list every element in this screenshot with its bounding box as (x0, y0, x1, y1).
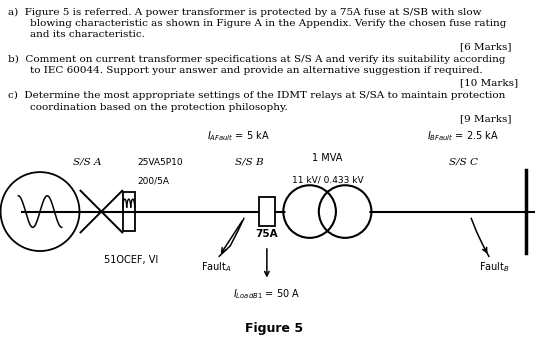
Text: [9 Marks]: [9 Marks] (460, 114, 512, 123)
Text: $I_{AFault}$ = 5 kA: $I_{AFault}$ = 5 kA (207, 129, 270, 143)
Ellipse shape (321, 187, 369, 236)
Bar (259, 197, 275, 226)
Text: [6 Marks]: [6 Marks] (460, 42, 512, 51)
Text: $I_{LoadB1}$ = 50 A: $I_{LoadB1}$ = 50 A (233, 287, 300, 301)
Text: 1 MVA: 1 MVA (312, 153, 342, 163)
Text: Figure 5: Figure 5 (245, 322, 303, 335)
Text: a)  Figure 5 is referred. A power transformer is protected by a 75A fuse at S/SB: a) Figure 5 is referred. A power transfo… (8, 8, 482, 17)
Bar (123, 192, 135, 231)
Text: to IEC 60044. Support your answer and provide an alternative suggestion if requi: to IEC 60044. Support your answer and pr… (30, 66, 483, 75)
Text: 11 kV/ 0.433 kV: 11 kV/ 0.433 kV (292, 175, 363, 184)
Text: 75A: 75A (255, 229, 278, 239)
Text: b)  Comment on current transformer specifications at S/S A and verify its suitab: b) Comment on current transformer specif… (8, 55, 506, 64)
Text: 25VA5P10: 25VA5P10 (138, 158, 183, 167)
Text: and its characteristic.: and its characteristic. (30, 30, 145, 39)
Text: c)  Determine the most appropriate settings of the IDMT relays at S/SA to mainta: c) Determine the most appropriate settin… (8, 91, 506, 100)
Text: S/S B: S/S B (235, 158, 264, 167)
Text: S/S C: S/S C (449, 158, 477, 167)
Ellipse shape (286, 187, 334, 236)
Text: [10 Marks]: [10 Marks] (460, 78, 518, 87)
Text: coordination based on the protection philosophy.: coordination based on the protection phi… (30, 103, 288, 111)
Text: Fault$_B$: Fault$_B$ (479, 260, 510, 273)
Text: Fault$_A$: Fault$_A$ (201, 260, 232, 273)
Text: 200/5A: 200/5A (138, 177, 169, 186)
Text: $I_{BFault}$ = 2.5 kA: $I_{BFault}$ = 2.5 kA (427, 129, 499, 143)
Text: S/S A: S/S A (73, 158, 102, 167)
Text: 51OCEF, VI: 51OCEF, VI (105, 255, 158, 265)
Text: blowing characteristic as shown in Figure A in the Appendix. Verify the chosen f: blowing characteristic as shown in Figur… (30, 19, 506, 28)
